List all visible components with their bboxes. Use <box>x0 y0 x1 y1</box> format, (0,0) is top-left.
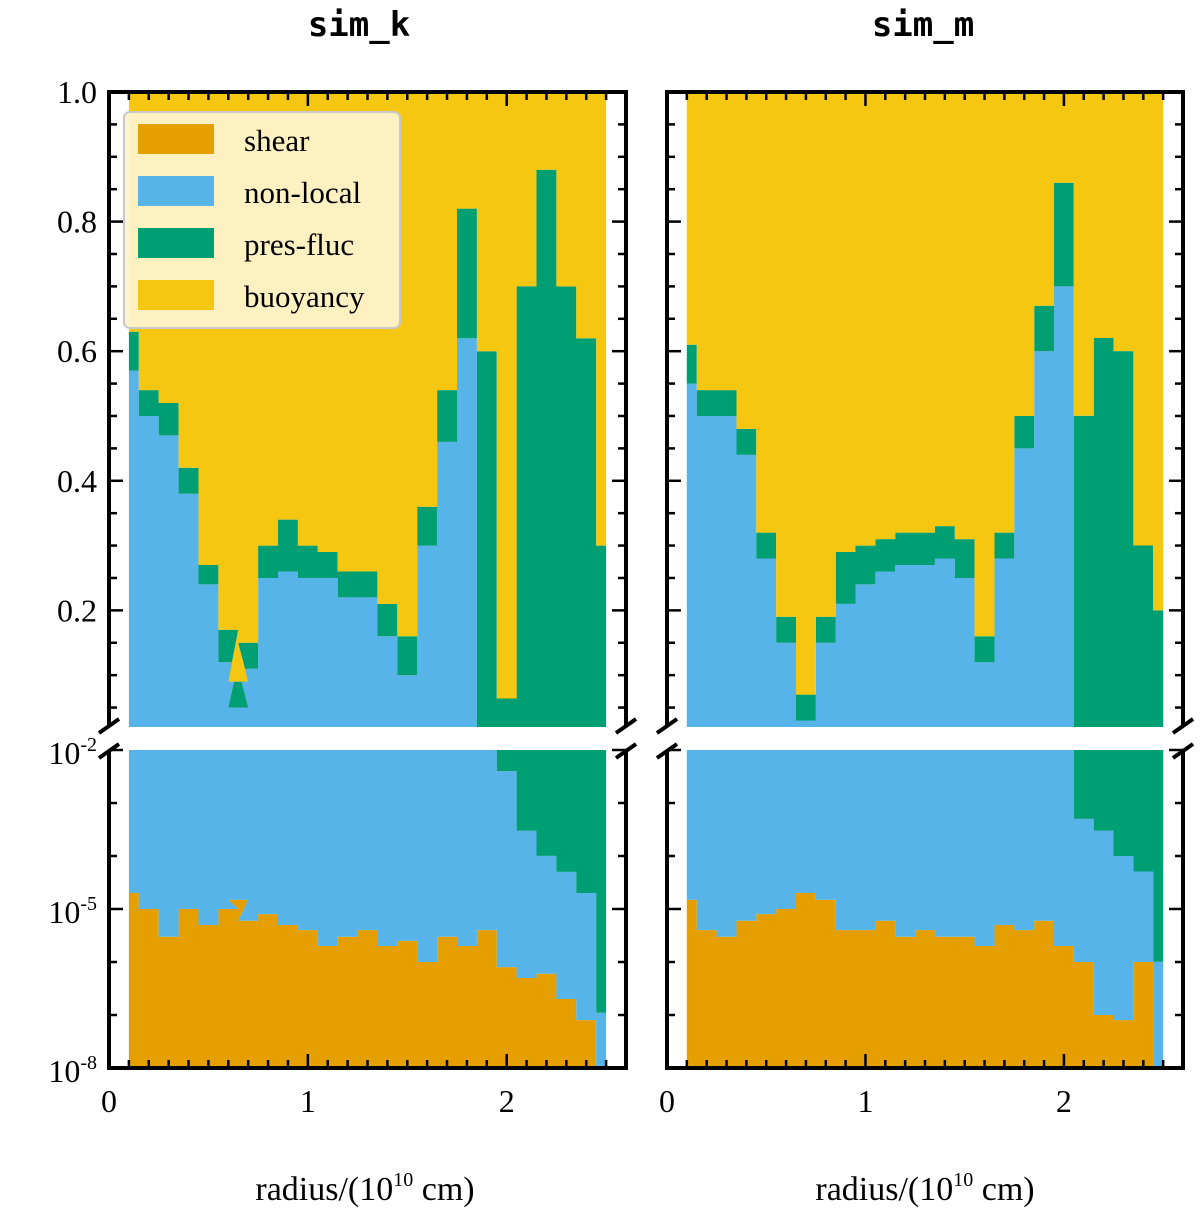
legend-label-pres-fluc: pres-fluc <box>244 227 354 262</box>
axes-sim-k: 0 1 2 <box>97 90 638 1119</box>
y-tick-exp: -2 <box>80 734 97 756</box>
x-tick-label: 2 <box>1056 1083 1072 1119</box>
break-mark <box>97 717 121 735</box>
axis-break-gap <box>665 727 1185 750</box>
axis-break-gap <box>107 727 628 750</box>
x-axis-label-exp: 10 <box>953 1169 973 1191</box>
x-axis-label-unit: cm) <box>973 1171 1034 1208</box>
y-tick-base: 10 <box>48 894 80 930</box>
area-buoyancy <box>686 92 1164 695</box>
break-mark <box>1171 717 1195 735</box>
legend-swatch-buoyancy <box>138 280 214 310</box>
break-mark <box>614 717 638 735</box>
legend-swatch-non-local <box>138 176 214 206</box>
break-mark <box>655 717 679 735</box>
panel-title-sim-m: sim_m <box>872 5 974 45</box>
y-tick-base: 10 <box>48 1053 80 1089</box>
y-tick-label: 1.0 <box>57 74 97 110</box>
x-tick-label: 2 <box>499 1083 515 1119</box>
panel-sim-m: sim_m 0 1 2 <box>655 5 1195 1119</box>
area-shear <box>128 893 607 1068</box>
y-tick-label: 0.8 <box>57 204 97 240</box>
areas-sim-m <box>686 92 1164 1068</box>
area-non-local <box>128 338 607 1068</box>
y-tick-label: 0.4 <box>57 463 97 499</box>
x-axis-label-sim-k: radius/(1010 cm) <box>255 1169 474 1208</box>
x-tick-label: 1 <box>300 1083 316 1119</box>
panel-title-sim-k: sim_k <box>308 5 410 45</box>
y-tick-exp: -5 <box>80 893 97 915</box>
area-pres-fluc <box>128 169 607 1013</box>
panel-sim-k: sim_k 0 1 2 <box>97 5 638 1119</box>
y-tick-label-log: 10-2 <box>48 734 97 771</box>
area-non-local <box>686 286 1164 1068</box>
area-shear <box>686 893 1164 1068</box>
y-tick-base: 10 <box>48 735 80 771</box>
x-tick-label: 0 <box>659 1083 675 1119</box>
x-axis-label-text: radius/(10 <box>815 1171 953 1208</box>
legend-swatch-pres-fluc <box>138 228 214 258</box>
y-tick-label-log: 10-8 <box>48 1052 97 1089</box>
legend-swatch-shear <box>138 124 214 154</box>
x-axis-label-sim-m: radius/(1010 cm) <box>815 1169 1034 1208</box>
legend-box <box>123 111 401 329</box>
y-tick-labels: 0.20.40.60.81.010-210-510-8 <box>48 74 97 1089</box>
x-tick-label: 1 <box>857 1083 873 1119</box>
legend-label-non-local: non-local <box>244 175 361 210</box>
x-tick-label: 0 <box>101 1083 117 1119</box>
axes-sim-m: 0 1 2 <box>655 90 1195 1119</box>
y-tick-label-log: 10-5 <box>48 893 97 930</box>
y-tick-exp: -8 <box>80 1052 97 1074</box>
x-axis-label-exp: 10 <box>393 1169 413 1191</box>
legend-label-shear: shear <box>244 123 310 158</box>
x-axis-label-text: radius/(10 <box>255 1171 393 1208</box>
y-tick-label: 0.6 <box>57 333 97 369</box>
x-axis-label-unit: cm) <box>413 1171 474 1208</box>
legend: shear non-local pres-fluc buoyancy <box>123 111 401 329</box>
legend-label-buoyancy: buoyancy <box>244 279 365 314</box>
y-tick-label: 0.2 <box>57 592 97 628</box>
